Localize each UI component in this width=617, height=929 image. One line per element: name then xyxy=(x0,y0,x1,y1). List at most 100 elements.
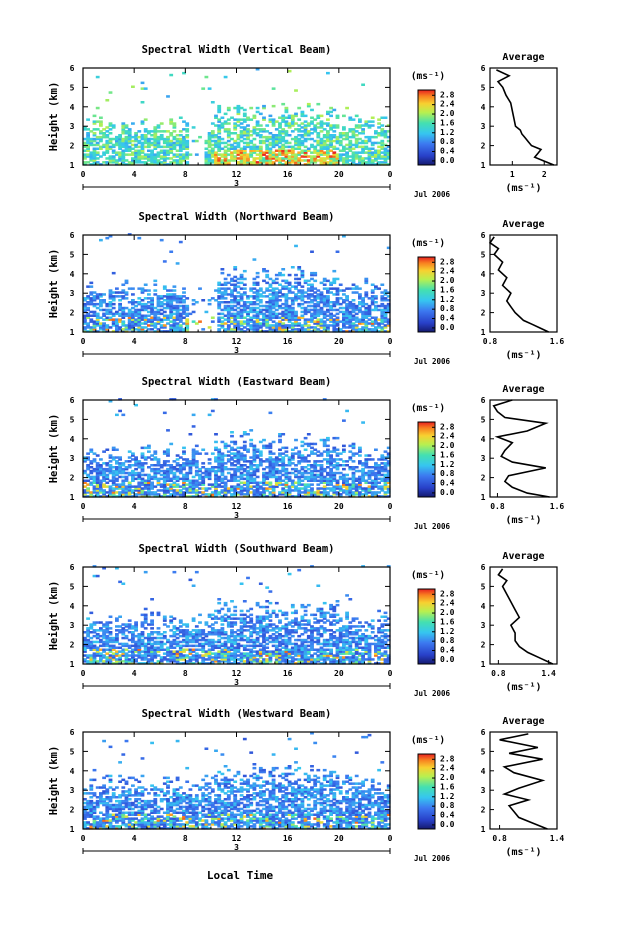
heatmap-cell xyxy=(354,318,359,321)
heatmap-cell xyxy=(274,308,279,312)
heatmap-cell xyxy=(220,316,225,319)
heatmap-cell xyxy=(386,324,391,327)
heatmap-cell xyxy=(86,135,90,139)
x-tick-label: 8 xyxy=(183,502,188,511)
heatmap-cell xyxy=(127,631,132,634)
heatmap-cell xyxy=(326,314,330,317)
heatmap-cell xyxy=(178,477,183,481)
heatmap-cell xyxy=(265,281,270,285)
heatmap-cell xyxy=(386,462,391,465)
heatmap-cell xyxy=(86,479,90,482)
heatmap-cell xyxy=(281,118,286,121)
heatmap-cell xyxy=(364,124,369,127)
heatmap-cell xyxy=(89,658,94,661)
heatmap-cell xyxy=(338,493,343,496)
heatmap-cell xyxy=(134,137,138,141)
heatmap-cell xyxy=(169,143,174,147)
heatmap-cell xyxy=(166,318,170,321)
heatmap-cell xyxy=(255,110,260,114)
heatmap-cell xyxy=(297,163,302,166)
heatmap-cell xyxy=(252,132,257,135)
heatmap-cell xyxy=(351,135,356,139)
heatmap-cell xyxy=(258,462,263,465)
heatmap-cell xyxy=(134,134,138,137)
heatmap-cell xyxy=(338,487,343,490)
heatmap-cell xyxy=(191,485,196,488)
heatmap-cell xyxy=(156,458,161,461)
heatmap-cell xyxy=(351,134,356,137)
heatmap-cell xyxy=(127,660,132,663)
heatmap-cell xyxy=(313,479,318,482)
heatmap-cell xyxy=(281,145,286,149)
heatmap-cell xyxy=(364,291,369,294)
y-tick-label: 5 xyxy=(70,83,75,92)
heatmap-cell xyxy=(361,421,365,424)
heatmap-cell xyxy=(306,491,311,494)
heatmap-cell xyxy=(162,469,167,473)
heatmap-cell xyxy=(364,493,369,496)
average-y-tick-label: 4 xyxy=(481,103,486,112)
heatmap-cell xyxy=(255,464,260,467)
heatmap-cell xyxy=(246,155,250,158)
heatmap-cell xyxy=(223,308,228,312)
heatmap-cell xyxy=(370,473,375,477)
heatmap-cell xyxy=(377,491,381,494)
heatmap-cell xyxy=(175,491,180,494)
heatmap-cell xyxy=(137,460,142,463)
heatmap-cell xyxy=(118,134,122,137)
heatmap-cell xyxy=(89,642,94,646)
heatmap-cell xyxy=(134,312,138,316)
heatmap-cell xyxy=(150,328,154,331)
heatmap-cell xyxy=(204,471,209,475)
heatmap-cell xyxy=(258,135,263,139)
heatmap-cell xyxy=(92,656,97,659)
heatmap-cell xyxy=(262,477,266,481)
heatmap-cell xyxy=(140,143,145,147)
heatmap-cell xyxy=(105,656,110,659)
heatmap-cell xyxy=(242,283,247,286)
heatmap-cell xyxy=(306,464,311,467)
heatmap-cell xyxy=(230,495,234,498)
heatmap-cell xyxy=(364,479,369,482)
heatmap-cell xyxy=(361,495,365,498)
chart-title: Spectral Width (Northward Beam) xyxy=(139,211,335,223)
heatmap-cell xyxy=(140,621,145,624)
heatmap-cell xyxy=(95,302,100,306)
heatmap-cell xyxy=(201,491,206,494)
heatmap-cell xyxy=(83,143,87,147)
heatmap-cell xyxy=(102,475,106,479)
y-axis-label: Height (km) xyxy=(48,249,60,319)
heatmap-cell xyxy=(278,289,282,292)
heatmap-cell xyxy=(89,293,94,296)
heatmap-cell xyxy=(329,489,333,492)
heatmap-cell xyxy=(86,483,90,486)
heatmap-cell xyxy=(108,479,113,482)
heatmap-cell xyxy=(102,134,106,137)
heatmap-cell xyxy=(335,299,340,302)
heatmap-cell xyxy=(188,462,193,465)
heatmap-cell xyxy=(131,302,135,306)
heatmap-cell xyxy=(278,159,282,162)
heatmap-cell xyxy=(230,132,234,135)
heatmap-cell xyxy=(185,330,190,333)
heatmap-cell xyxy=(156,328,161,331)
heatmap-cell xyxy=(137,236,142,240)
heatmap-cell xyxy=(335,462,340,465)
heatmap-cell xyxy=(108,493,113,496)
heatmap-cell xyxy=(83,128,87,131)
heatmap-cell xyxy=(230,328,234,331)
heatmap-cell xyxy=(134,159,138,162)
heatmap-cell xyxy=(300,454,305,457)
heatmap-cell xyxy=(137,491,142,494)
heatmap-cell xyxy=(111,318,116,321)
heatmap-cell xyxy=(188,464,193,467)
heatmap-cell xyxy=(332,126,337,129)
heatmap-cell xyxy=(303,139,308,143)
heatmap-cell xyxy=(242,473,247,477)
heatmap-cell xyxy=(329,135,333,139)
heatmap-cell xyxy=(351,324,356,327)
heatmap-cell xyxy=(115,660,119,663)
heatmap-cell xyxy=(131,658,135,661)
heatmap-cell xyxy=(300,306,305,310)
heatmap-cell xyxy=(268,157,273,160)
